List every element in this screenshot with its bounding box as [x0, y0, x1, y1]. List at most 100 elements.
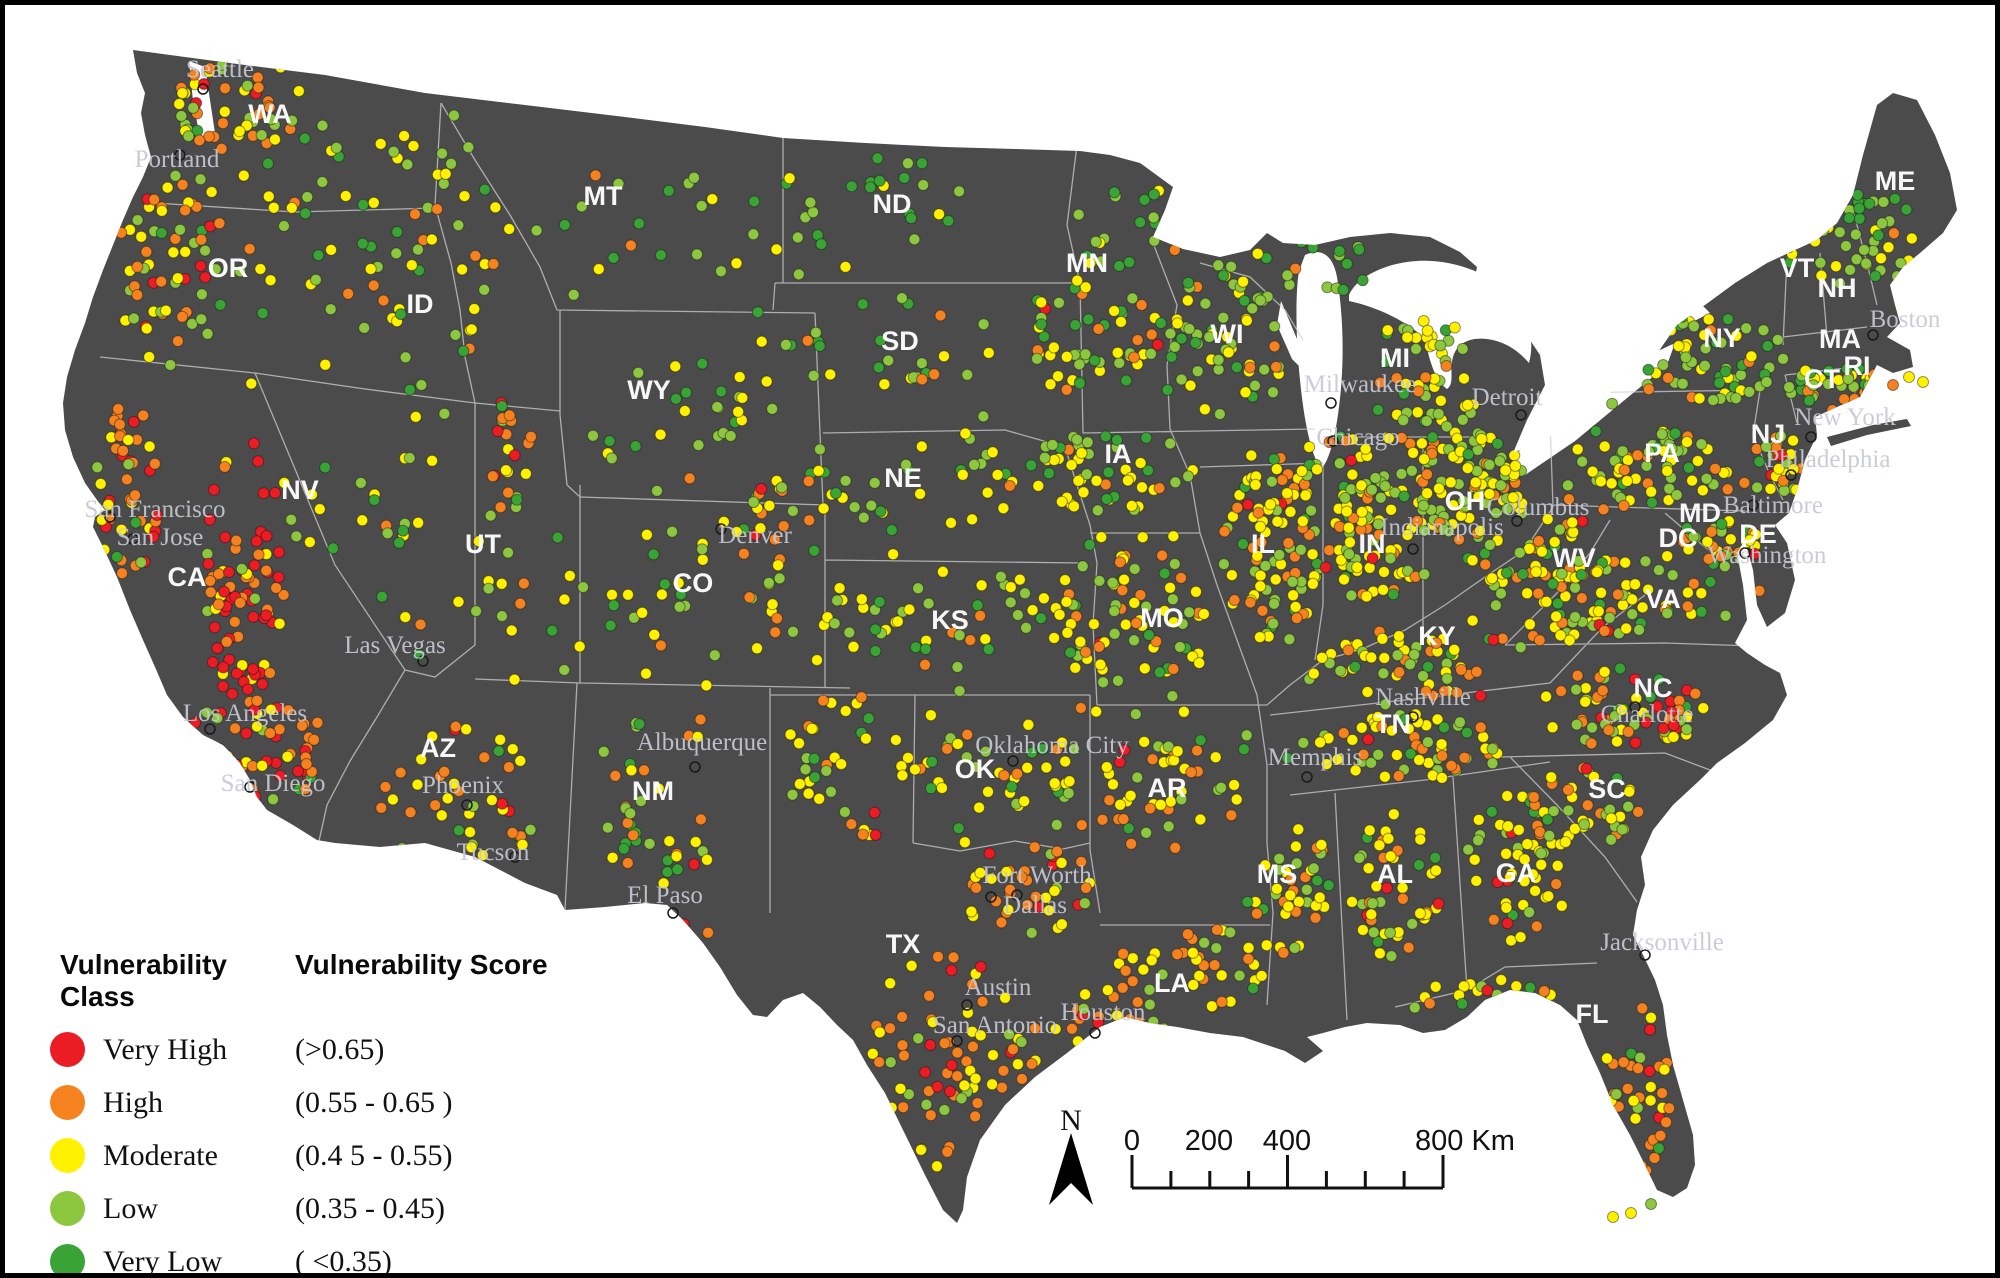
vulnerability-dot [1455, 663, 1468, 676]
vulnerability-dot [1470, 874, 1483, 887]
vulnerability-dot [1652, 1142, 1665, 1155]
vulnerability-dot [1697, 702, 1710, 715]
vulnerability-dot [884, 1022, 897, 1035]
vulnerability-dot [449, 328, 462, 341]
vulnerability-dot [711, 401, 724, 413]
vulnerability-dot [1169, 476, 1182, 489]
vulnerability-dot [855, 691, 868, 704]
vulnerability-dot [1630, 692, 1643, 705]
vulnerability-dot [452, 824, 465, 837]
vulnerability-dot [917, 179, 930, 191]
vulnerability-dot [777, 520, 790, 533]
vulnerability-dot [1815, 269, 1828, 282]
vulnerability-dot [953, 185, 966, 198]
state-label-md: MD [1679, 498, 1721, 528]
city-marker [1327, 435, 1339, 447]
vulnerability-dot [1644, 1081, 1657, 1093]
vulnerability-dot [1345, 454, 1358, 467]
vulnerability-dot [1548, 536, 1561, 548]
vulnerability-dot [848, 501, 861, 514]
city-label: San Diego [221, 770, 326, 797]
vulnerability-dot [1545, 771, 1558, 784]
vulnerability-dot [1311, 874, 1324, 887]
vulnerability-dot [429, 799, 442, 812]
vulnerability-dot [262, 157, 274, 170]
vulnerability-dot [1444, 476, 1457, 489]
vulnerability-dot [1817, 224, 1830, 237]
vulnerability-dot [865, 499, 878, 512]
vulnerability-dot [919, 1066, 932, 1079]
vulnerability-dot [1462, 448, 1475, 461]
vulnerability-dot [387, 145, 400, 158]
vulnerability-dot [1378, 770, 1391, 783]
green-bay [1277, 301, 1302, 369]
vulnerability-dot [252, 81, 265, 94]
vulnerability-dot [1418, 524, 1430, 537]
vulnerability-dot [977, 410, 990, 423]
vulnerability-dot [1523, 618, 1536, 631]
vulnerability-dot [1396, 892, 1409, 905]
vulnerability-dot [339, 190, 352, 202]
vulnerability-dot [411, 778, 424, 791]
vulnerability-dot [1410, 343, 1422, 355]
vulnerability-dot [269, 133, 281, 146]
vulnerability-dot [876, 1100, 889, 1113]
vulnerability-dot [439, 167, 452, 180]
vulnerability-dot [223, 653, 236, 666]
vulnerability-dot [1408, 648, 1421, 661]
vulnerability-dot [606, 588, 618, 601]
vulnerability-dot [1579, 682, 1592, 695]
vulnerability-dot [951, 1046, 964, 1059]
vulnerability-dot [1343, 548, 1356, 561]
vulnerability-dot [300, 758, 313, 770]
vulnerability-dot [1198, 403, 1211, 416]
vulnerability-dot [437, 177, 450, 190]
vulnerability-dot [273, 617, 286, 630]
vulnerability-dot [1164, 581, 1177, 594]
vulnerability-dot [1372, 748, 1385, 761]
vulnerability-dot [1693, 392, 1706, 405]
vulnerability-dot [663, 835, 676, 848]
vulnerability-dot [129, 516, 142, 529]
north-label: N [1060, 1104, 1082, 1137]
vulnerability-dot [1483, 488, 1496, 500]
vulnerability-dot [1376, 720, 1389, 733]
vulnerability-dot [188, 68, 201, 81]
vulnerability-dot [1438, 721, 1451, 734]
vulnerability-dot [1421, 468, 1434, 481]
vulnerability-dot [1905, 232, 1918, 245]
vulnerability-dot [1282, 900, 1295, 913]
vulnerability-dot [1467, 1021, 1480, 1034]
vulnerability-dot [1175, 793, 1188, 806]
vulnerability-dot [204, 586, 217, 599]
vulnerability-dot [292, 765, 304, 778]
vulnerability-dot [1434, 394, 1447, 407]
vulnerability-dot [945, 964, 958, 977]
vulnerability-dot [207, 752, 220, 765]
city-marker [1629, 701, 1641, 713]
vulnerability-dot [1608, 710, 1621, 723]
vulnerability-dot [1530, 565, 1543, 578]
legend-row-low: Low (0.35 - 0.45) [50, 1182, 620, 1235]
vulnerability-dot [1488, 1005, 1501, 1018]
vulnerability-dot [1695, 587, 1708, 600]
vulnerability-dot [376, 590, 388, 603]
state-label-ut: UT [465, 529, 501, 559]
vulnerability-dot [1616, 445, 1629, 458]
vulnerability-dot [966, 978, 979, 991]
vulnerability-dot [247, 610, 260, 623]
vulnerability-dot [606, 851, 619, 864]
vulnerability-dot [1592, 605, 1605, 618]
vulnerability-dot [627, 829, 640, 842]
vulnerability-dot [558, 664, 571, 676]
vulnerability-dot [1270, 882, 1283, 895]
vulnerability-dot [1140, 431, 1153, 444]
vulnerability-dot [1140, 600, 1153, 613]
vulnerability-dot [896, 1039, 909, 1052]
vulnerability-dot [1082, 313, 1095, 326]
vulnerability-dot [863, 1100, 875, 1113]
vulnerability-dot [1735, 369, 1747, 381]
vulnerability-dot [1430, 637, 1443, 650]
vulnerability-dot [551, 531, 564, 544]
